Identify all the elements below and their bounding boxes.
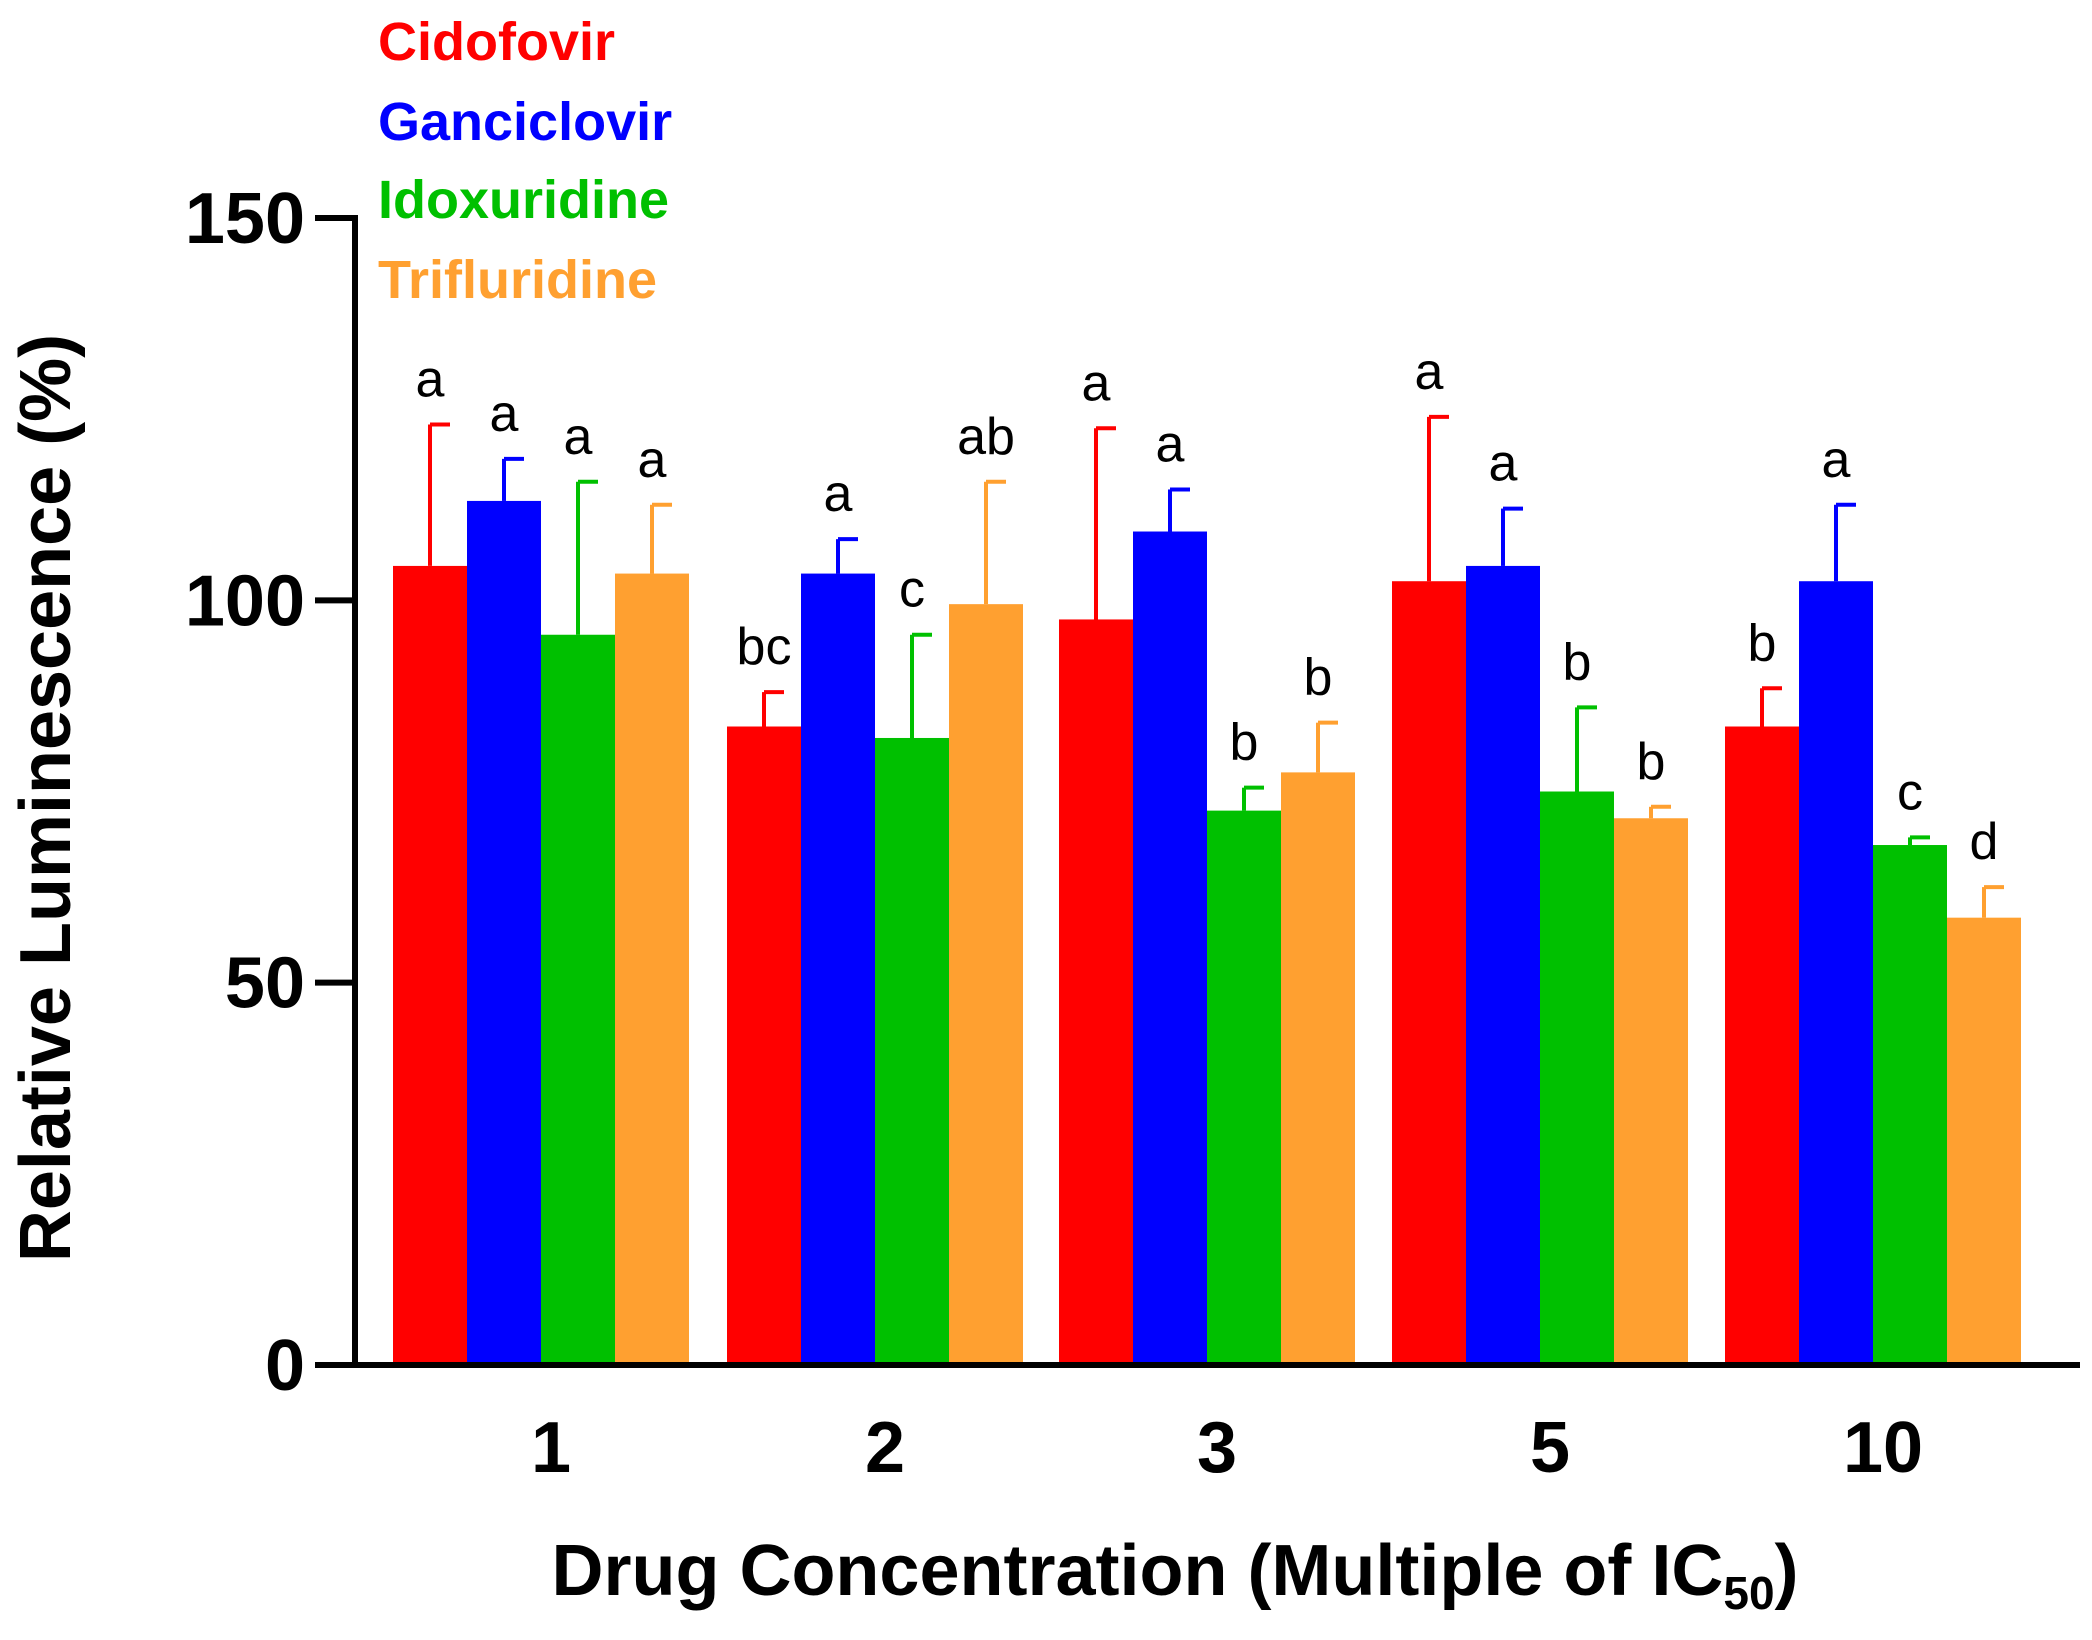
- x-tick-label: 10: [1843, 1408, 1923, 1488]
- significance-letter: ab: [957, 408, 1015, 466]
- bar: [393, 565, 467, 1365]
- legend-entry: Ganciclovir: [378, 92, 672, 152]
- significance-letter: a: [1415, 343, 1444, 401]
- significance-letter: a: [638, 431, 667, 489]
- significance-letter: b: [1637, 733, 1666, 791]
- significance-letter: c: [1897, 763, 1923, 821]
- significance-letter: c: [899, 561, 925, 619]
- significance-letter: b: [1748, 614, 1777, 672]
- bar: [1466, 565, 1540, 1365]
- bar: [615, 573, 689, 1365]
- bar: [1059, 619, 1133, 1365]
- significance-letter: d: [1970, 813, 1999, 871]
- significance-letter: a: [1082, 354, 1111, 412]
- bar: [1725, 726, 1799, 1365]
- bar: [1873, 845, 1947, 1365]
- significance-letter: a: [564, 408, 593, 466]
- bar: [467, 500, 541, 1366]
- bar: [1947, 917, 2021, 1365]
- y-tick-label: 50: [225, 944, 305, 1024]
- legend-entry: Idoxuridine: [378, 170, 669, 230]
- x-tick-label: 3: [1197, 1408, 1237, 1488]
- legend: Cidofovir Ganciclovir Idoxuridine Triflurid…: [378, 12, 672, 310]
- legend-entry: Trifluridine: [378, 250, 657, 310]
- bar: [541, 634, 615, 1365]
- bar: [949, 604, 1023, 1365]
- significance-letter: a: [824, 465, 853, 523]
- bar: [1207, 810, 1281, 1365]
- y-tick-label: 150: [185, 179, 305, 259]
- y-axis: 0 50 100 150: [185, 179, 358, 1406]
- x-tick-label: 2: [865, 1408, 905, 1488]
- x-axis-label: Drug Concentration (Multiple of IC50): [551, 1531, 1798, 1619]
- bar: [1540, 791, 1614, 1365]
- y-axis-label: Relative Luminescence (%): [6, 334, 86, 1262]
- x-axis-label-main: Drug Concentration (Multiple of IC: [551, 1531, 1723, 1611]
- bar: [727, 726, 801, 1365]
- bar: [1799, 581, 1873, 1365]
- x-axis: 1 2 3 5 10: [352, 1362, 2080, 1488]
- significance-letter: a: [1822, 431, 1851, 489]
- significance-letter: bc: [737, 618, 792, 676]
- significance-letter: b: [1304, 649, 1333, 707]
- significance-letter: b: [1230, 714, 1259, 772]
- bar: [1392, 581, 1466, 1365]
- x-axis-label-suffix: ): [1775, 1531, 1799, 1611]
- bar: [1281, 772, 1355, 1365]
- significance-letter: a: [416, 350, 445, 408]
- y-tick-label: 0: [265, 1326, 305, 1406]
- x-axis-label-subscript: 50: [1723, 1567, 1774, 1619]
- significance-letter: a: [1156, 415, 1185, 473]
- bar: [1614, 818, 1688, 1365]
- legend-entry: Cidofovir: [378, 12, 615, 72]
- y-tick-label: 100: [185, 561, 305, 641]
- significance-letter: b: [1563, 633, 1592, 691]
- bar: [801, 573, 875, 1365]
- bar: [875, 737, 949, 1365]
- significance-letter: a: [490, 385, 519, 443]
- x-tick-label: 1: [531, 1408, 571, 1488]
- x-tick-label: 5: [1530, 1408, 1570, 1488]
- bar: [1133, 531, 1207, 1365]
- significance-letter: a: [1489, 435, 1518, 493]
